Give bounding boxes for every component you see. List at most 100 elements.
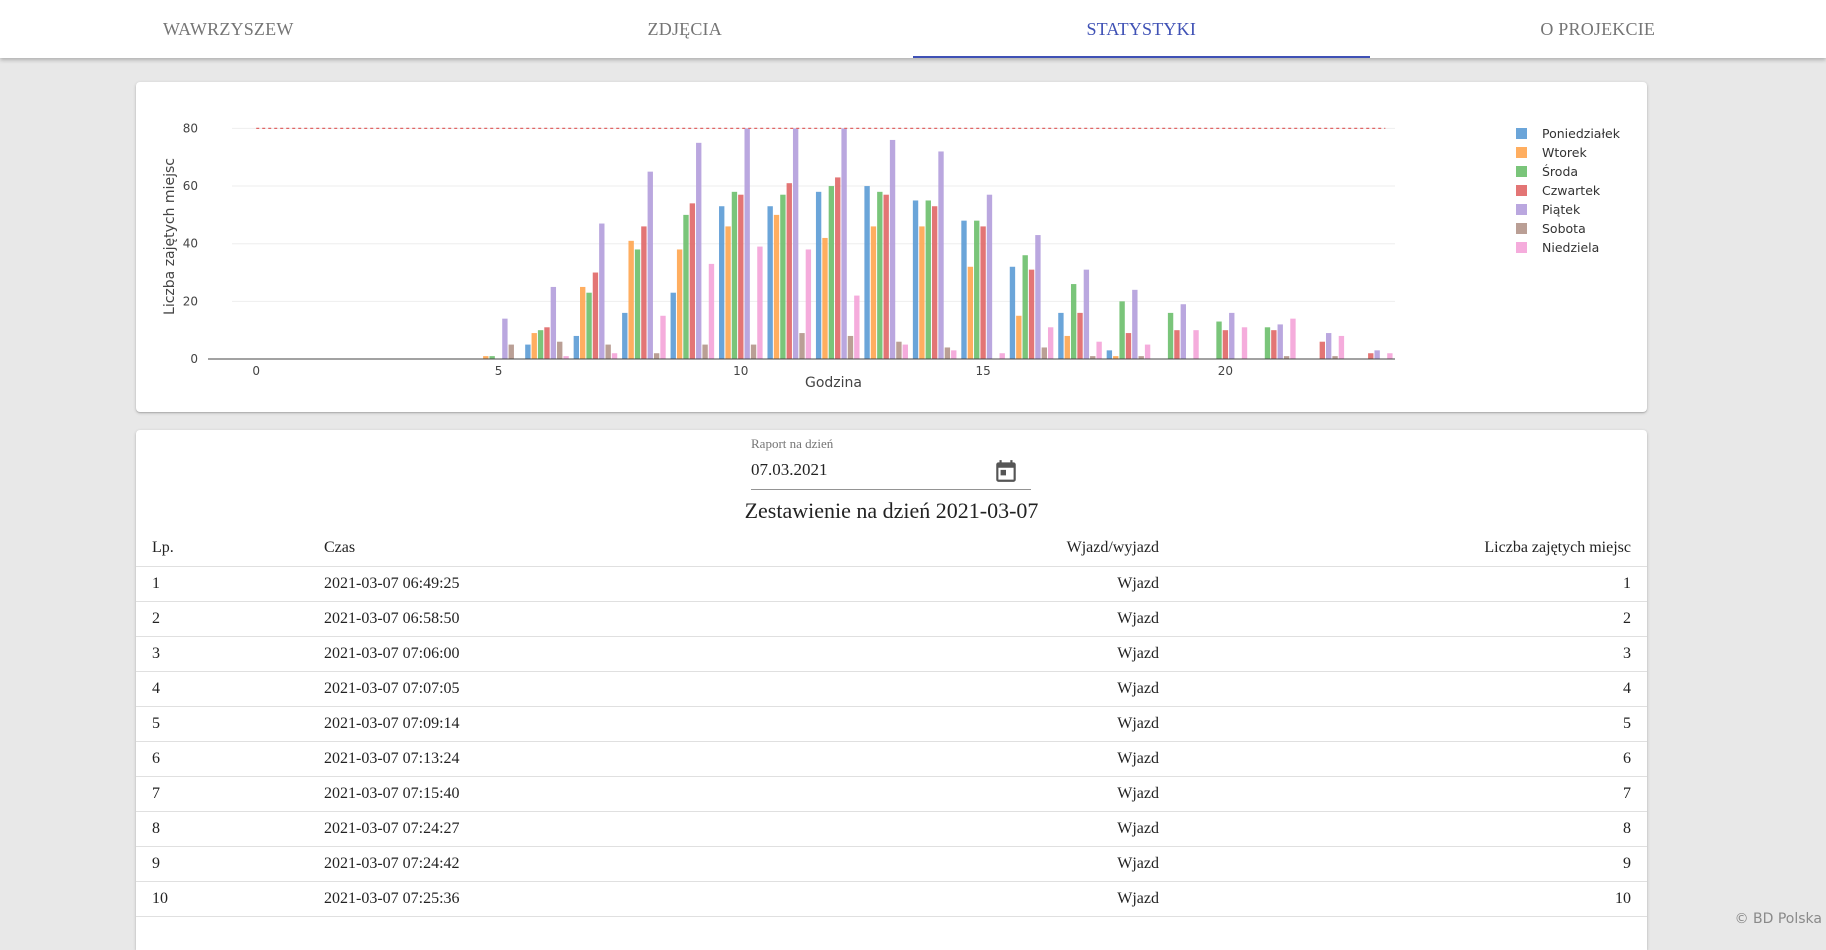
bar[interactable] [961, 221, 966, 359]
legend-label[interactable]: Wtorek [1542, 145, 1587, 160]
bar[interactable] [725, 226, 730, 359]
date-picker-field[interactable]: Raport na dzień 07.03.2021 [751, 434, 1031, 488]
legend-swatch[interactable] [1516, 147, 1527, 158]
bar[interactable] [767, 206, 772, 359]
bar[interactable] [1174, 330, 1179, 359]
bar[interactable] [586, 293, 591, 359]
legend-label[interactable]: Piątek [1542, 202, 1581, 217]
bar[interactable] [913, 200, 918, 359]
bar[interactable] [919, 226, 924, 359]
tab-o-projekcie[interactable]: O PROJEKCIE [1370, 0, 1826, 58]
bar[interactable] [980, 226, 985, 359]
bar[interactable] [1016, 316, 1021, 359]
bar[interactable] [1265, 327, 1270, 359]
bar[interactable] [974, 221, 979, 359]
bar[interactable] [864, 186, 869, 359]
bar[interactable] [774, 215, 779, 359]
bar[interactable] [1339, 336, 1344, 359]
bar[interactable] [1126, 333, 1131, 359]
bar[interactable] [751, 345, 756, 359]
bar[interactable] [903, 345, 908, 359]
bar[interactable] [732, 192, 737, 359]
date-input[interactable]: 07.03.2021 [751, 460, 828, 480]
bar[interactable] [622, 313, 627, 359]
legend-label[interactable]: Poniedziałek [1542, 126, 1621, 141]
bar[interactable] [557, 342, 562, 359]
bar[interactable] [884, 195, 889, 359]
bar[interactable] [932, 206, 937, 359]
bar[interactable] [1168, 313, 1173, 359]
bar[interactable] [1368, 353, 1373, 359]
bar[interactable] [544, 327, 549, 359]
legend-swatch[interactable] [1516, 204, 1527, 215]
legend-swatch[interactable] [1516, 185, 1527, 196]
bar[interactable] [551, 287, 556, 359]
bar[interactable] [1320, 342, 1325, 359]
bar[interactable] [641, 226, 646, 359]
legend-swatch[interactable] [1516, 128, 1527, 139]
bar[interactable] [835, 177, 840, 359]
bar[interactable] [951, 350, 956, 359]
bar[interactable] [938, 151, 943, 359]
bar[interactable] [538, 330, 543, 359]
bar[interactable] [648, 172, 653, 359]
bar[interactable] [1035, 235, 1040, 359]
legend-swatch[interactable] [1516, 166, 1527, 177]
bar[interactable] [1387, 353, 1392, 359]
legend-label[interactable]: Niedziela [1542, 240, 1599, 255]
legend-label[interactable]: Sobota [1542, 221, 1586, 236]
bar[interactable] [1107, 350, 1112, 359]
bar[interactable] [690, 203, 695, 359]
bar[interactable] [945, 347, 950, 359]
bar[interactable] [822, 238, 827, 359]
bar[interactable] [1278, 324, 1283, 359]
tab-wawrzyszew[interactable]: WAWRZYSZEW [0, 0, 457, 58]
bar[interactable] [1229, 313, 1234, 359]
bar[interactable] [574, 336, 579, 359]
bar[interactable] [816, 192, 821, 359]
legend-swatch[interactable] [1516, 223, 1527, 234]
bar[interactable] [635, 249, 640, 359]
bar[interactable] [702, 345, 707, 359]
bar[interactable] [1193, 330, 1198, 359]
bar[interactable] [1132, 290, 1137, 359]
bar[interactable] [738, 195, 743, 359]
bar[interactable] [628, 241, 633, 359]
bar[interactable] [871, 226, 876, 359]
bar[interactable] [1271, 330, 1276, 359]
bar[interactable] [1010, 267, 1015, 359]
bar[interactable] [593, 273, 598, 359]
bar[interactable] [525, 345, 530, 359]
calendar-icon[interactable] [993, 458, 1019, 484]
bar[interactable] [1290, 319, 1295, 359]
bar[interactable] [890, 140, 895, 359]
bar[interactable] [1242, 327, 1247, 359]
bar[interactable] [1181, 304, 1186, 359]
bar[interactable] [599, 224, 604, 359]
bar[interactable] [780, 195, 785, 359]
legend-swatch[interactable] [1516, 242, 1527, 253]
bar[interactable] [1216, 322, 1221, 359]
bar[interactable] [605, 345, 610, 359]
bar[interactable] [1042, 347, 1047, 359]
bar[interactable] [532, 333, 537, 359]
bar[interactable] [854, 296, 859, 359]
bar[interactable] [1029, 270, 1034, 359]
tab-zdjecia[interactable]: ZDJĘCIA [457, 0, 914, 58]
bar[interactable] [1326, 333, 1331, 359]
bar[interactable] [799, 333, 804, 359]
bar[interactable] [848, 336, 853, 359]
bar[interactable] [1145, 345, 1150, 359]
legend-label[interactable]: Środa [1542, 164, 1578, 179]
header-liczba-miejsc[interactable]: Liczba zajętych miejsc [1175, 530, 1647, 567]
bar[interactable] [709, 264, 714, 359]
bar[interactable] [829, 186, 834, 359]
bar[interactable] [744, 128, 749, 359]
bar[interactable] [719, 206, 724, 359]
bar[interactable] [787, 183, 792, 359]
bar[interactable] [502, 319, 507, 359]
bar[interactable] [841, 128, 846, 359]
legend-label[interactable]: Czwartek [1542, 183, 1601, 198]
bar[interactable] [660, 316, 665, 359]
header-lp[interactable]: Lp. [136, 530, 308, 567]
